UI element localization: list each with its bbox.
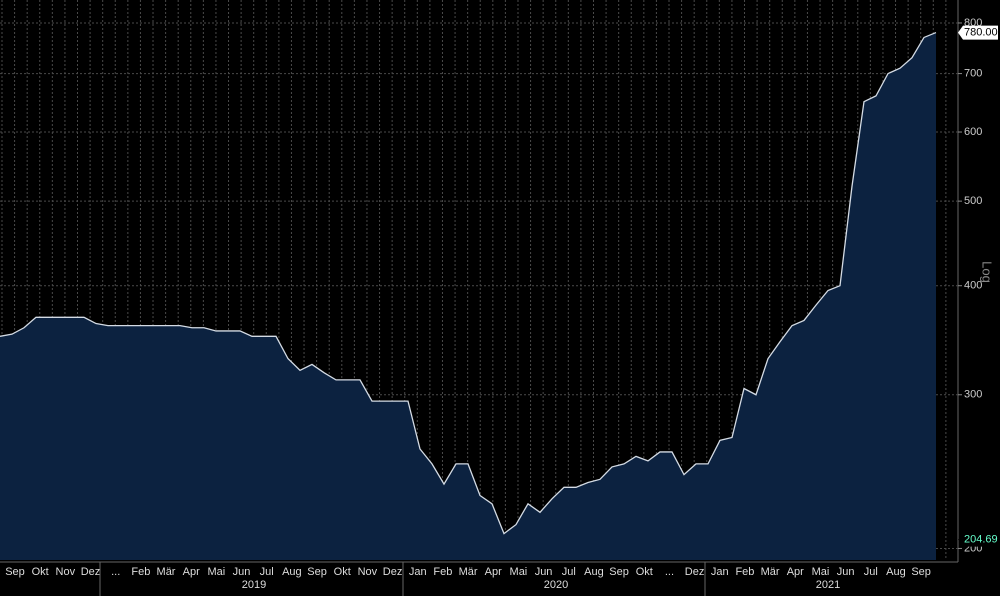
x-tick-label: Okt <box>636 566 653 578</box>
x-tick-label: Jul <box>562 566 576 578</box>
x-tick-label: Feb <box>131 566 150 578</box>
x-tick-label: Mai <box>812 566 830 578</box>
y-tick-label: 500 <box>964 195 982 207</box>
area <box>0 32 936 560</box>
x-tick-label: Feb <box>433 566 452 578</box>
value-label: 204.69 <box>964 534 998 546</box>
x-tick-label: Apr <box>787 566 804 578</box>
x-tick-label: Jun <box>837 566 855 578</box>
y-tick-label: 400 <box>964 280 982 292</box>
x-tick-label: Mai <box>207 566 225 578</box>
x-tick-label: Nov <box>358 566 378 578</box>
value-tag <box>958 532 998 547</box>
x-tick-label: Apr <box>183 566 200 578</box>
x-tick-label: Apr <box>485 566 502 578</box>
x-tick-label: Aug <box>282 566 302 578</box>
year-label: 2020 <box>544 579 568 591</box>
value-label: 780.00 <box>964 26 998 38</box>
x-tick-label: Mai <box>510 566 528 578</box>
value-tag <box>958 25 998 40</box>
x-tick-label: Jul <box>864 566 878 578</box>
x-tick-label: Aug <box>584 566 604 578</box>
y-tick-label: 600 <box>964 126 982 138</box>
x-tick-label: Feb <box>735 566 754 578</box>
x-tick-label: ... <box>111 566 120 578</box>
year-label: 2021 <box>816 579 840 591</box>
x-tick-label: Dez <box>81 566 101 578</box>
x-tick-label: ... <box>665 566 674 578</box>
year-label: 2019 <box>242 579 266 591</box>
x-tick-label: Sep <box>307 566 327 578</box>
x-tick-label: Nov <box>56 566 76 578</box>
x-tick-label: Dez <box>383 566 403 578</box>
x-tick-label: Mär <box>157 566 176 578</box>
x-tick-label: Mär <box>761 566 780 578</box>
x-tick-label: Okt <box>32 566 49 578</box>
x-tick-label: Sep <box>911 566 931 578</box>
x-tick-label: Dez <box>685 566 705 578</box>
x-tick-label: Aug <box>886 566 906 578</box>
x-tick-label: Okt <box>334 566 351 578</box>
x-tick-label: Jun <box>535 566 553 578</box>
x-tick-label: Jan <box>711 566 729 578</box>
x-tick-label: Jan <box>409 566 427 578</box>
x-tick-label: Jun <box>233 566 251 578</box>
x-tick-label: Mär <box>459 566 478 578</box>
x-tick-label: Sep <box>609 566 629 578</box>
axis-label: Log <box>980 261 995 283</box>
x-tick-label: Jul <box>260 566 274 578</box>
y-tick-label: 300 <box>964 389 982 401</box>
y-tick-label: 700 <box>964 67 982 79</box>
line <box>0 31 937 535</box>
x-tick-label: Sep <box>5 566 25 578</box>
